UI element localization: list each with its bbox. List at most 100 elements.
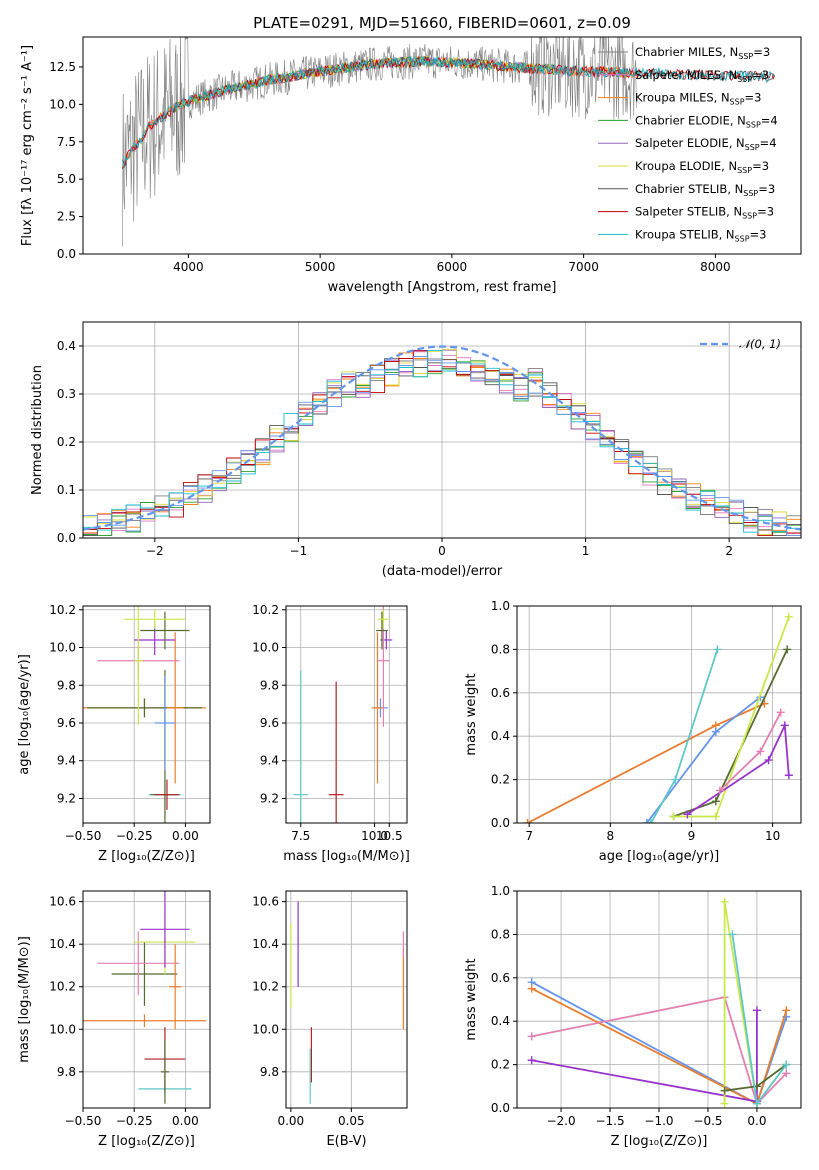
spectrum-model-kroupa_stelib <box>122 55 775 168</box>
x-tick-label: −0.25 <box>116 829 153 843</box>
axes-frame <box>516 890 802 1109</box>
y-tick-label: 0.6 <box>491 686 510 700</box>
weight-marker <box>527 984 536 993</box>
weight-marker <box>715 786 724 795</box>
weight-marker <box>711 727 720 736</box>
y-tick-label: 2.5 <box>57 210 76 224</box>
legend-suffix: =3 <box>758 182 775 196</box>
weight-marker <box>764 756 773 765</box>
weight-marker <box>683 810 692 819</box>
legend-sub: SSP <box>735 234 750 243</box>
weight-line <box>731 934 788 1106</box>
legend-name: Kroupa MILES, N <box>635 91 730 105</box>
y-axis-label: Normed distribution <box>30 365 45 495</box>
x-tick-label: −2 <box>146 544 164 558</box>
x-tick-label: 5000 <box>305 260 336 274</box>
y-tick-label: 10.0 <box>252 641 279 655</box>
axes-frame <box>285 605 408 824</box>
x-tick-label: 6000 <box>437 260 468 274</box>
legend-entry: Kroupa MILES, NSSP=3 <box>635 91 761 107</box>
y-tick-label: 0.4 <box>491 729 510 743</box>
y-tick-label: 0.0 <box>57 247 76 261</box>
y-tick-label: 10.0 <box>49 1022 76 1036</box>
legend-suffix: =3 <box>757 205 774 219</box>
x-tick-label: 8 <box>606 829 614 843</box>
weight-marker <box>713 645 722 654</box>
y-tick-label: 0.4 <box>57 339 76 353</box>
legend-suffix: =4 <box>761 113 778 127</box>
x-tick-label: −0.25 <box>116 1114 153 1128</box>
plot-area <box>83 891 206 1104</box>
y-axis-label: mass weight <box>464 673 479 755</box>
y-tick-label: 0.4 <box>491 1014 510 1028</box>
y-tick-label: 9.8 <box>57 1065 76 1079</box>
y-axis-label: mass [log₁₀(M/M⊙)] <box>17 936 32 1063</box>
plot-area <box>83 345 801 537</box>
weight-marker <box>527 1056 536 1065</box>
spectrum-model-chabrier_stelib <box>122 55 776 169</box>
y-tick-label: 0.0 <box>491 816 510 830</box>
legend-entry: Kroupa STELIB, NSSP=3 <box>635 227 766 243</box>
legend-suffix: =3 <box>745 91 762 105</box>
y-tick-label: 0.3 <box>57 387 76 401</box>
x-axis-label: Z [log₁₀(Z/Z⊙)] <box>98 1134 195 1149</box>
plot-area <box>293 606 393 823</box>
weight-marker <box>776 708 785 717</box>
weight-marker <box>720 897 729 906</box>
weight-marker <box>784 771 793 780</box>
weight-marker <box>756 747 765 756</box>
x-tick-label: −0.50 <box>65 829 102 843</box>
x-tick-label: −0.5 <box>693 1114 722 1128</box>
legend-sub: SSP <box>743 189 758 198</box>
y-tick-label: 12.5 <box>49 60 76 74</box>
panel-mass_weight_vs_age: 7 8 9 10 0.0 0.2 0.4 0.6 0.8 1.0 age [log₁₀(age/yr… <box>464 599 802 864</box>
x-tick-label: 8000 <box>700 260 731 274</box>
y-tick-label: 9.4 <box>260 754 279 768</box>
y-tick-label: 10.4 <box>49 937 76 951</box>
x-tick-label: 10.5 <box>376 829 403 843</box>
axes-frame <box>285 890 408 1109</box>
residual-legend: 𝒩(0, 1) <box>700 337 781 351</box>
plot-area <box>523 612 793 823</box>
weight-line <box>686 721 790 816</box>
y-tick-label: 0.6 <box>491 971 510 985</box>
legend-name: Chabrier STELIB, N <box>635 182 743 196</box>
weight-marker <box>669 812 678 821</box>
panels: 4000 5000 6000 7000 80000.02.55.07.510.012.5… <box>17 36 802 1149</box>
axes-frame <box>82 605 211 824</box>
panel-residuals: −2 −1 0 1 2 0.0 0.1 0.2 0.3 0.4 (data-model)/error… <box>30 321 802 579</box>
y-tick-label: 9.6 <box>260 716 279 730</box>
axes-frame <box>82 890 211 1109</box>
y-tick-label: 1.0 <box>491 884 510 898</box>
panel-mass_vs_Z: −0.50 −0.25 0.00 9.8 10.0 10.2 10.4 10.6 Z [log₁… <box>17 890 211 1149</box>
x-tick-label: 7 <box>525 829 533 843</box>
weight-marker <box>780 721 789 730</box>
axes-frame <box>516 605 802 824</box>
x-tick-label: 0.05 <box>338 1114 365 1128</box>
panel-mass_weight_vs_Z: −2.0 −1.5 −1.0 −0.5 0.0 0.0 0.2 0.4 0.6 0.8 1.0 Z [… <box>464 884 802 1149</box>
y-tick-label: 0.8 <box>491 642 510 656</box>
x-axis-label: wavelength [Angstrom, rest frame] <box>328 280 557 295</box>
figure-title: PLATE=0291, MJD=51660, FIBERID=0601, z=0… <box>253 14 631 32</box>
spectrum-data-line <box>122 37 637 247</box>
legend-name: Kroupa STELIB, N <box>635 227 735 241</box>
y-tick-label: 9.2 <box>57 791 76 805</box>
weight-marker <box>782 1006 791 1015</box>
y-tick-label: 9.2 <box>260 791 279 805</box>
weight-marker <box>752 1006 761 1015</box>
legend-entry: Chabrier STELIB, NSSP=3 <box>635 182 775 198</box>
legend-suffix: =3 <box>750 227 767 241</box>
y-tick-label: 0.2 <box>491 1058 510 1072</box>
legend-name: Chabrier MILES, N <box>635 45 738 59</box>
y-tick-label: 9.4 <box>57 754 76 768</box>
x-tick-label: −2.0 <box>546 1114 575 1128</box>
x-axis-label: age [log₁₀(age/yr)] <box>599 849 720 864</box>
weight-marker <box>523 819 532 823</box>
x-axis-label: Z [log₁₀(Z/Z⊙)] <box>611 1134 708 1149</box>
y-tick-label: 10.0 <box>49 641 76 655</box>
legend-sub: SSP <box>746 120 761 129</box>
y-tick-label: 10.0 <box>252 1022 279 1036</box>
x-tick-label: 9 <box>688 829 696 843</box>
x-tick-label: −0.50 <box>65 1114 102 1128</box>
legend-entry: Kroupa ELODIE, NSSP=3 <box>635 159 769 175</box>
